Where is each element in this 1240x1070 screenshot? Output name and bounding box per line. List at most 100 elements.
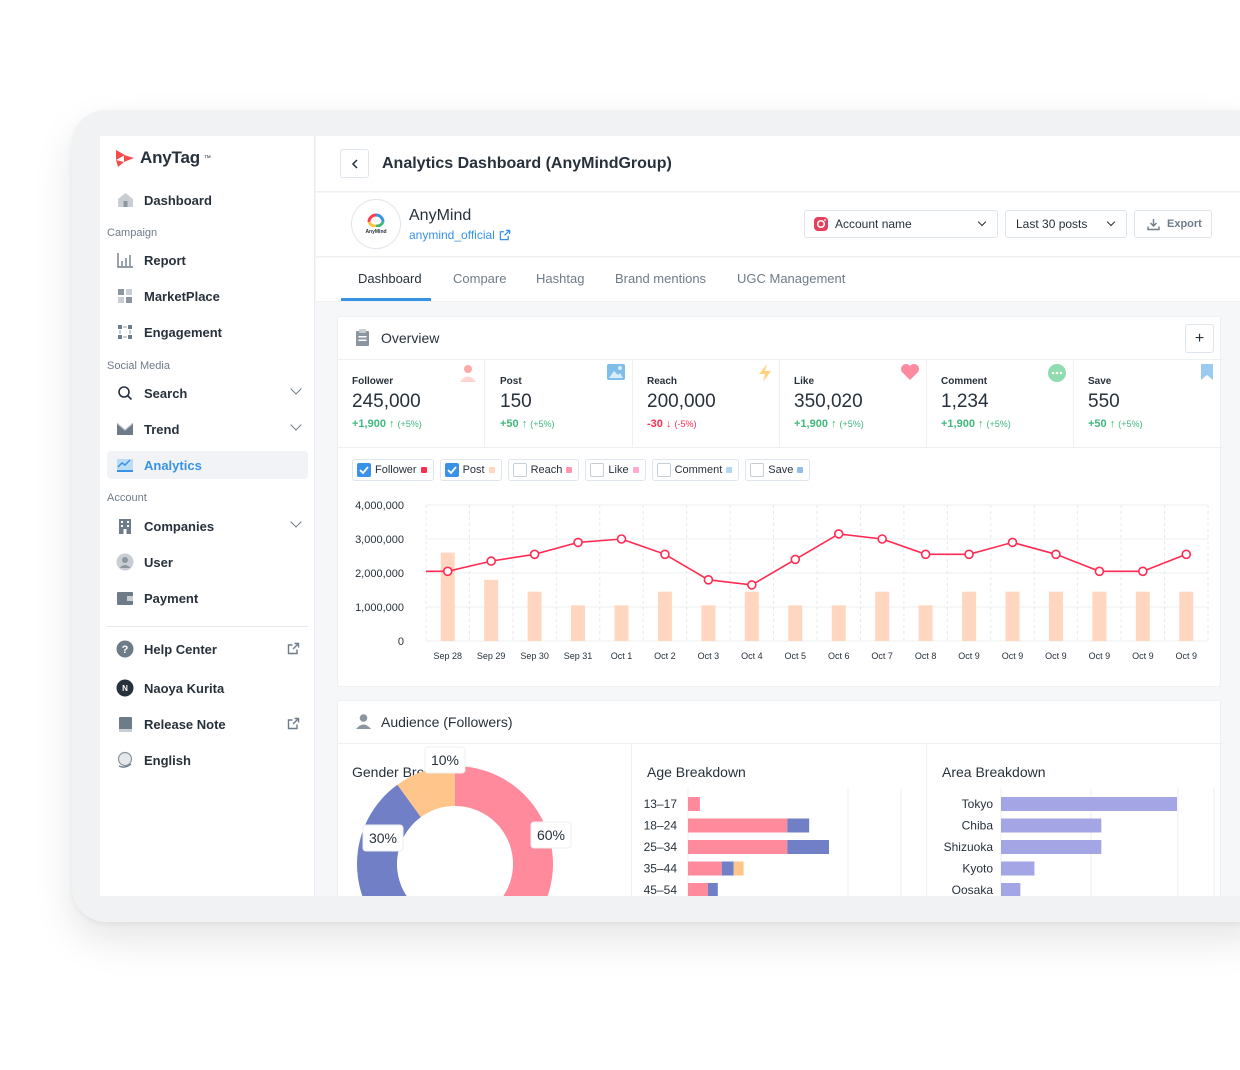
range-select[interactable]: Last 30 posts [1005,210,1127,238]
post-bar [918,605,933,641]
sidebar: AnyTag ™ Dashboard Campaign Report Market… [100,136,315,896]
account-handle-link[interactable]: anymind_official [409,228,511,242]
category-label: 45–54 [644,883,678,896]
x-tick-label: Oct 7 [871,651,893,661]
chevron-down-icon[interactable] [290,419,302,431]
tab-hashtag[interactable]: Hashtag [536,271,585,286]
user-icon [116,553,134,571]
toggle-like[interactable]: Like [585,459,646,481]
checkbox[interactable] [512,463,527,477]
overview-title: Overview [381,330,440,346]
toggle-follower[interactable]: Follower [352,459,434,481]
bar-segment [688,797,700,811]
category-label: Kyoto [962,862,993,876]
checkbox-checked[interactable] [444,463,459,477]
sidebar-item-user[interactable]: User [107,548,308,576]
post-bar [440,552,455,641]
globe-icon [116,751,134,769]
app-logo[interactable]: AnyTag ™ [114,148,211,168]
sidebar-section-campaign: Campaign [107,227,158,239]
metric-value: 1,234 [941,391,989,412]
tab-brand-mentions[interactable]: Brand mentions [615,271,707,286]
checkbox[interactable] [656,463,671,477]
back-button[interactable] [340,149,369,178]
chevron-down-icon[interactable] [290,516,302,528]
follower-point [1094,566,1105,577]
post-bar [614,605,629,641]
trend-icon [116,420,134,438]
account-select[interactable]: Account name [804,210,998,238]
y-tick-label: 2,000,000 [355,568,404,580]
arrow-up-icon: ↑ [1109,418,1116,430]
metric-label: Reach [647,376,678,387]
sidebar-item-companies[interactable]: Companies [107,512,308,540]
metric-value: 550 [1088,391,1120,412]
metric-delta: +50 ↑ (+5%) [1088,418,1143,430]
follower-point [877,534,887,544]
tab-compare[interactable]: Compare [453,271,507,286]
post-bar [744,591,759,641]
sidebar-item-report[interactable]: Report [107,246,308,274]
tab-bar: Dashboard Compare Hashtag Brand mentions… [316,258,1240,302]
metric-delta-pct: (+5%) [397,419,422,429]
chevron-down-icon[interactable] [290,383,302,395]
external-link-icon [499,229,511,241]
x-tick-label: Oct 9 [1045,651,1067,661]
external-link-icon[interactable] [287,717,300,735]
metric-label: Post [500,376,522,387]
sidebar-item-search[interactable]: Search [107,379,308,407]
checkbox-checked[interactable] [357,463,371,477]
sidebar-item-payment[interactable]: Payment [107,584,308,612]
sidebar-item-analytics[interactable]: Analytics [107,451,308,479]
tab-dashboard[interactable]: Dashboard [358,271,422,286]
checkbox[interactable] [590,463,605,477]
sidebar-item-marketplace[interactable]: MarketPlace [107,282,308,310]
bar-segment [721,861,734,876]
x-tick-label: Oct 9 [1176,651,1198,661]
toggle-comment[interactable]: Comment [651,459,740,481]
toggle-label: Reach [530,464,563,476]
sidebar-item-dashboard[interactable]: Dashboard [107,186,308,214]
category-label: Oosaka [952,883,994,896]
sidebar-item-engagement[interactable]: Engagement [107,318,308,346]
metric-value: 245,000 [352,391,421,412]
sidebar-item-release-note[interactable]: Release Note [107,710,308,738]
sidebar-item-language[interactable]: English [107,746,308,774]
x-tick-label: Oct 8 [915,651,937,661]
series-swatch [420,467,427,473]
tab-ugc-management[interactable]: UGC Management [737,271,846,286]
chevron-down-icon [1106,217,1116,227]
account-handle: anymind_official [409,228,495,242]
bar-segment [1001,797,1177,811]
arrow-up-icon: ↑ [521,418,528,430]
metric-value: 200,000 [647,391,716,412]
toggle-reach[interactable]: Reach [507,459,580,481]
search-icon [116,384,134,402]
active-tab-indicator [341,298,431,301]
post-bar [875,591,890,641]
sidebar-item-help-center[interactable]: ? Help Center [107,635,308,663]
metric-label: Comment [941,376,988,387]
toggle-label: Follower [375,464,417,476]
bar-segment [707,883,718,896]
sidebar-item-trend[interactable]: Trend [107,415,308,443]
check-icon [359,466,369,474]
toggle-save[interactable]: Save [745,459,811,481]
sidebar-item-label: Payment [144,590,199,606]
gender-breakdown: Gender Breakdown 60% 30% 10% [338,744,632,896]
external-link-icon[interactable] [287,642,300,660]
audience-divider [338,743,1222,744]
toggle-post[interactable]: Post [439,459,502,481]
chevron-down-icon [977,217,987,227]
chevron-left-icon [351,158,358,169]
app-window: AnyTag ™ Dashboard Campaign Report Market… [100,136,1240,896]
bar-segment [1001,818,1102,833]
checkbox[interactable] [750,463,765,477]
bookmark-icon [1199,363,1215,386]
follower-point [703,575,714,585]
export-button[interactable]: Export [1134,210,1212,238]
metric-delta-value: +1,900 [794,418,828,430]
sidebar-item-profile[interactable]: N Naoya Kurita [107,674,308,702]
trademark-mark: ™ [203,154,211,162]
add-button[interactable]: + [1185,324,1214,353]
